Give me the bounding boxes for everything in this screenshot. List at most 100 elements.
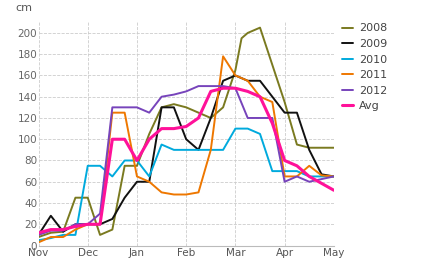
2012 <box>147 111 152 114</box>
2011 <box>48 235 54 239</box>
2009 <box>208 116 213 120</box>
2009 <box>282 111 287 114</box>
2012 <box>184 90 189 93</box>
2009 <box>319 173 324 176</box>
2012 <box>245 116 250 120</box>
2011 <box>196 191 201 194</box>
2012 <box>171 93 176 96</box>
2012 <box>270 116 275 120</box>
Avg <box>48 228 54 231</box>
Avg <box>233 86 238 90</box>
2008 <box>270 63 275 66</box>
2011 <box>122 111 127 114</box>
Avg <box>294 164 300 167</box>
2010 <box>184 148 189 151</box>
2009 <box>196 148 201 151</box>
2010 <box>110 175 115 178</box>
Avg <box>98 223 103 226</box>
2011 <box>220 55 226 58</box>
2009 <box>110 217 115 221</box>
Avg <box>282 159 287 162</box>
2011 <box>85 223 90 226</box>
2010 <box>306 175 312 178</box>
Legend: 2008, 2009, 2010, 2011, 2012, Avg: 2008, 2009, 2010, 2011, 2012, Avg <box>342 23 387 111</box>
2011 <box>134 175 140 178</box>
2009 <box>159 106 164 109</box>
2012 <box>98 212 103 215</box>
2010 <box>331 175 336 178</box>
2010 <box>85 164 90 167</box>
2009 <box>98 223 103 226</box>
2008 <box>134 164 140 167</box>
2010 <box>245 127 250 130</box>
2009 <box>306 148 312 151</box>
2009 <box>134 180 140 183</box>
2008 <box>147 132 152 136</box>
2008 <box>171 102 176 106</box>
2009 <box>61 230 66 233</box>
2011 <box>270 100 275 104</box>
2011 <box>184 193 189 196</box>
2012 <box>134 106 140 109</box>
Line: 2011: 2011 <box>39 56 334 242</box>
2009 <box>233 74 238 77</box>
2012 <box>61 229 66 232</box>
2011 <box>98 223 103 226</box>
2010 <box>270 169 275 173</box>
Line: 2012: 2012 <box>39 86 334 235</box>
2011 <box>159 191 164 194</box>
2012 <box>122 106 127 109</box>
Avg <box>184 125 189 128</box>
2011 <box>233 74 238 77</box>
2009 <box>331 175 336 178</box>
Avg <box>306 175 312 178</box>
2008 <box>73 196 78 199</box>
2011 <box>306 164 312 167</box>
2012 <box>233 86 238 90</box>
2012 <box>36 233 41 237</box>
2011 <box>294 175 300 178</box>
2010 <box>171 148 176 151</box>
2008 <box>98 233 103 237</box>
Avg <box>134 159 140 162</box>
2009 <box>270 95 275 98</box>
2012 <box>294 175 300 178</box>
2010 <box>48 236 54 240</box>
2009 <box>122 196 127 199</box>
2008 <box>239 37 244 40</box>
2009 <box>147 180 152 183</box>
2008 <box>85 196 90 199</box>
2012 <box>85 223 90 226</box>
2010 <box>147 175 152 178</box>
Avg <box>220 86 226 90</box>
2011 <box>147 180 152 183</box>
2010 <box>98 164 103 167</box>
2009 <box>48 214 54 217</box>
Line: 2010: 2010 <box>39 129 334 240</box>
Avg <box>61 228 66 231</box>
2012 <box>208 85 213 88</box>
2010 <box>196 148 201 151</box>
2009 <box>258 79 263 83</box>
2011 <box>208 148 213 151</box>
2012 <box>258 116 263 120</box>
2012 <box>331 175 336 178</box>
2010 <box>159 143 164 146</box>
Avg <box>73 225 78 228</box>
2008 <box>258 26 263 29</box>
2012 <box>196 85 201 88</box>
Avg <box>159 127 164 130</box>
2008 <box>159 106 164 109</box>
2008 <box>306 146 312 150</box>
2011 <box>73 228 78 231</box>
2012 <box>220 85 226 88</box>
Line: 2008: 2008 <box>39 28 334 237</box>
2009 <box>73 223 78 226</box>
2010 <box>233 127 238 130</box>
Line: Avg: Avg <box>39 88 334 233</box>
2009 <box>294 111 300 114</box>
2009 <box>36 233 41 237</box>
2008 <box>282 100 287 104</box>
2009 <box>245 79 250 83</box>
2008 <box>294 143 300 146</box>
